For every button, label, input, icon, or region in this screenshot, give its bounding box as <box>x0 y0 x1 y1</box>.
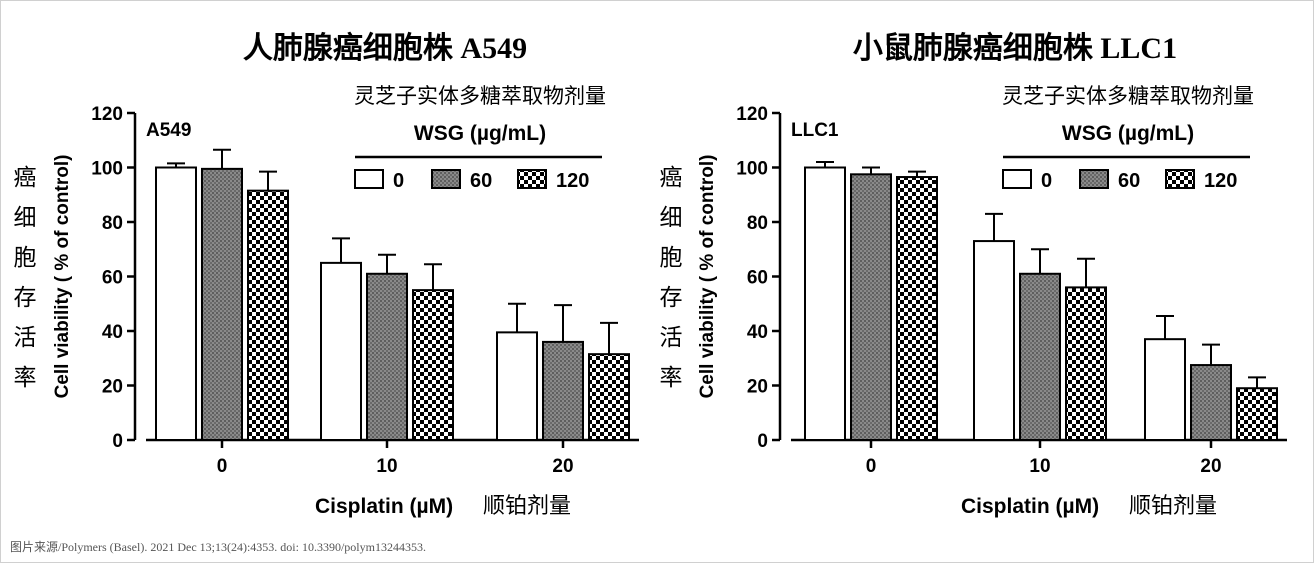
y-tick-label: 100 <box>91 159 123 180</box>
y-label-cn-char: 细 <box>660 205 683 230</box>
legend-title: WSG (µg/mL) <box>1062 122 1194 145</box>
x-tick-label: 0 <box>217 456 228 477</box>
bar-0-10 <box>320 261 362 441</box>
legend-header-cn: 灵芝子实体多糖萃取物剂量 <box>1002 84 1254 108</box>
bar-120-10 <box>1065 286 1107 441</box>
y-tick-label: 120 <box>91 104 123 125</box>
y-tick-label: 60 <box>747 268 768 289</box>
bar-60-0 <box>201 167 243 442</box>
legend-label-60: 60 <box>470 170 492 192</box>
y-tick-label: 20 <box>102 377 123 398</box>
y-label-cn-char: 细 <box>14 205 37 230</box>
y-label-cn-char: 活 <box>660 325 683 350</box>
legend-header-cn: 灵芝子实体多糖萃取物剂量 <box>354 84 606 108</box>
x-tick-label: 20 <box>552 456 573 477</box>
x-axis-label: Cisplatin (µM) <box>961 495 1099 518</box>
y-tick-label: 60 <box>102 268 123 289</box>
y-tick-label: 120 <box>736 104 768 125</box>
y-label-cn-char: 癌 <box>14 165 37 190</box>
bar-60-10 <box>1019 272 1061 441</box>
legend-swatch-120 <box>1165 169 1195 189</box>
x-tick-label: 0 <box>866 456 877 477</box>
legend-swatch-60 <box>1079 169 1109 189</box>
panel-label: LLC1 <box>791 120 839 141</box>
y-label-cn-char: 率 <box>14 365 37 390</box>
bar-60-20 <box>542 340 584 441</box>
bar-0-0 <box>804 166 846 441</box>
y-label-cn-char: 癌 <box>660 165 683 190</box>
y-label-cn-char: 胞 <box>14 245 37 270</box>
bar-60-10 <box>366 272 408 441</box>
legend-label-60: 60 <box>1118 170 1140 192</box>
y-axis-label: Cell viability ( % of control) <box>697 155 718 399</box>
bar-0-20 <box>1144 338 1186 441</box>
bar-120-0 <box>896 176 938 441</box>
x-tick-label: 10 <box>376 456 397 477</box>
x-axis-label-cn: 顺铂剂量 <box>483 493 571 518</box>
bar-120-0 <box>247 189 289 441</box>
legend-label-0: 0 <box>1041 170 1052 192</box>
panel-label: A549 <box>146 120 191 141</box>
legend-swatch-60 <box>431 169 461 189</box>
y-label-cn-char: 活 <box>14 325 37 350</box>
y-label-cn-char: 率 <box>660 365 683 390</box>
y-tick-label: 80 <box>102 213 123 234</box>
legend-swatch-0 <box>354 169 384 189</box>
x-tick-label: 10 <box>1029 456 1050 477</box>
bar-0-10 <box>973 240 1015 441</box>
y-tick-label: 80 <box>747 213 768 234</box>
legend-swatch-120 <box>517 169 547 189</box>
legend-swatch-0 <box>1002 169 1032 189</box>
y-tick-label: 0 <box>757 431 768 452</box>
legend-label-0: 0 <box>393 170 404 192</box>
y-tick-label: 0 <box>112 431 123 452</box>
y-label-cn-char: 存 <box>14 285 37 310</box>
source-note: 图片来源/Polymers (Basel). 2021 Dec 13;13(24… <box>10 540 426 554</box>
bar-0-20 <box>496 331 538 441</box>
chart-title: 小鼠肺腺癌细胞株 LLC1 <box>853 31 1177 65</box>
y-label-cn-char: 存 <box>660 285 683 310</box>
bar-60-20 <box>1190 364 1232 441</box>
legend-label-120: 120 <box>1204 170 1237 192</box>
bar-120-20 <box>1236 387 1278 442</box>
bar-120-20 <box>588 353 630 442</box>
chart-title: 人肺腺癌细胞株 A549 <box>243 31 527 65</box>
bar-0-0 <box>155 166 197 441</box>
x-axis-label: Cisplatin (µM) <box>315 495 453 518</box>
y-tick-label: 20 <box>747 377 768 398</box>
bar-60-0 <box>850 173 892 441</box>
y-label-cn-char: 胞 <box>660 245 683 270</box>
y-axis-label: Cell viability ( % of control) <box>52 155 73 399</box>
y-tick-label: 100 <box>736 159 768 180</box>
y-tick-label: 40 <box>747 322 768 343</box>
bar-120-10 <box>412 289 454 441</box>
y-tick-label: 40 <box>102 322 123 343</box>
x-tick-label: 20 <box>1200 456 1221 477</box>
legend-title: WSG (µg/mL) <box>414 122 546 145</box>
legend-label-120: 120 <box>556 170 589 192</box>
x-axis-label-cn: 顺铂剂量 <box>1129 493 1217 518</box>
